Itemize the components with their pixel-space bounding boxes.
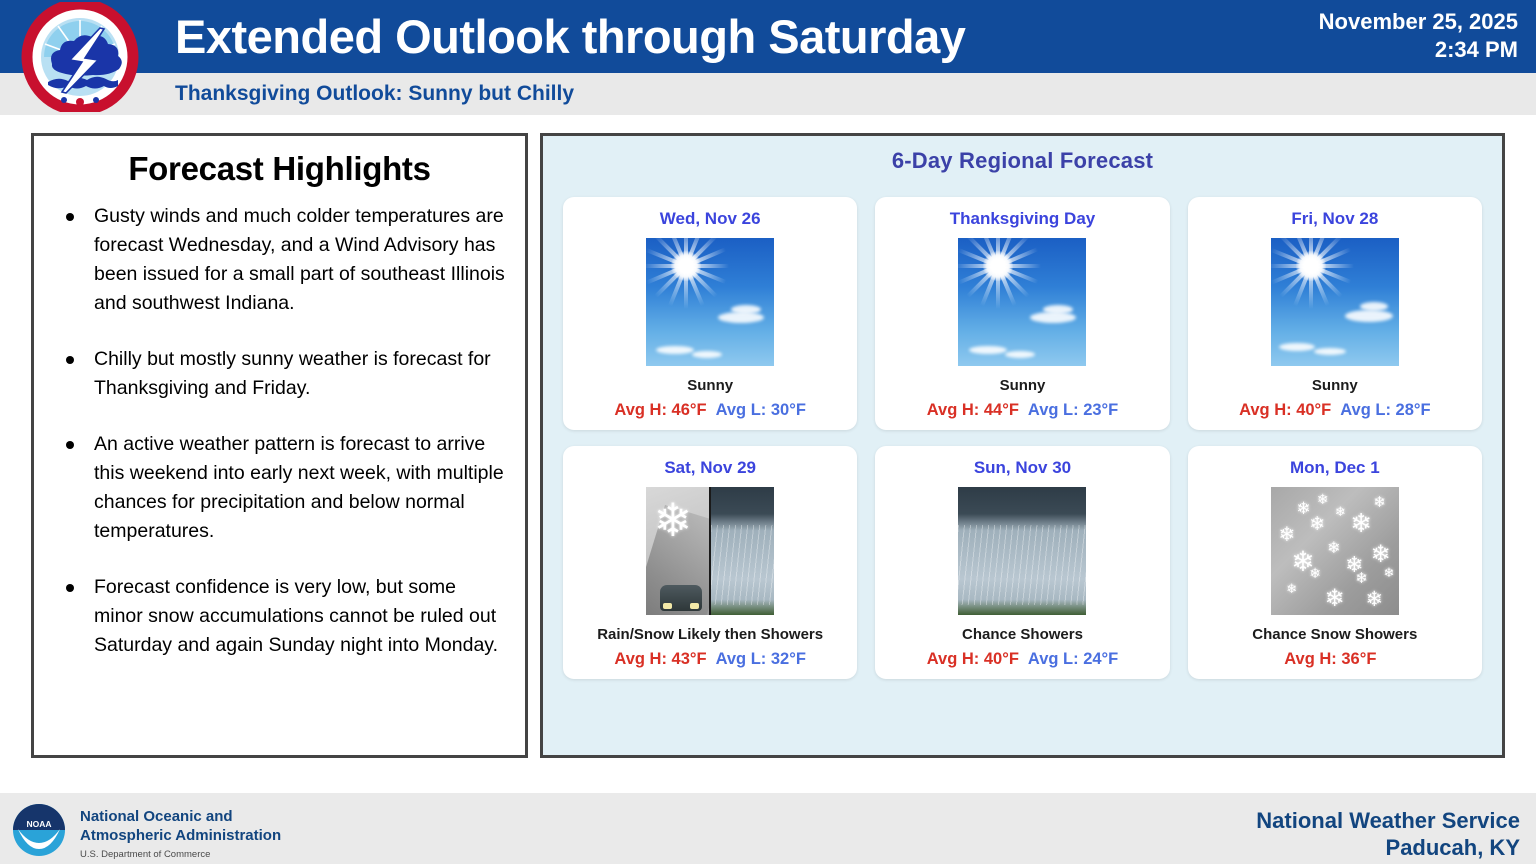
list-item: Chilly but mostly sunny weather is forec… [52, 345, 509, 403]
forecast-panel-title: 6-Day Regional Forecast [891, 148, 1154, 173]
forecast-temps: Avg H: 36°F [1284, 650, 1385, 669]
list-item-text: An active weather pattern is forecast to… [94, 433, 504, 542]
list-item-text: Forecast confidence is very low, but som… [94, 576, 499, 656]
snow-shower-icon: ❄ ❄ ❄ ❄ ❄ ❄ ❄ ❄ ❄ ❄ ❄ ❄ ❄ ❄ ❄ ❄ ❄ [1270, 487, 1399, 615]
noaa-wordmark: NOAA [26, 819, 51, 829]
forecast-day-label: Thanksgiving Day [949, 209, 1096, 228]
forecast-low: Avg L: 24°F [1027, 650, 1119, 668]
list-item: An active weather pattern is forecast to… [52, 430, 509, 546]
forecast-high: Avg H: 46°F [614, 401, 707, 419]
nws-logo-icon [12, 0, 148, 116]
header-datetime: November 25, 2025 2:34 PM [1319, 8, 1518, 64]
noaa-department: U.S. Department of Commerce [80, 849, 211, 860]
forecast-card-thanksgiving[interactable]: Thanksgiving Day Su [875, 197, 1170, 430]
footer-bar: NOAA National Oceanic and Atmospheric Ad… [0, 793, 1536, 864]
highlights-title: Forecast Highlights [128, 150, 431, 187]
highlights-list: Gusty winds and much colder temperatures… [34, 202, 525, 660]
bullet-dot-icon [66, 356, 74, 364]
header-time: 2:34 PM [1434, 37, 1518, 62]
forecast-low: Avg L: 30°F [715, 401, 806, 419]
nws-office-label: National Weather Service Paducah, KY [1256, 807, 1520, 861]
list-item: Gusty winds and much colder temperatures… [52, 202, 509, 318]
forecast-high: Avg H: 43°F [614, 650, 707, 668]
list-item: Forecast confidence is very low, but som… [52, 573, 509, 660]
regional-forecast-panel: 6-Day Regional Forecast Wed, Nov 26 [540, 133, 1505, 758]
forecast-condition: Sunny [687, 377, 734, 394]
nws-office-line-2: Paducah, KY [1385, 835, 1520, 860]
forecast-day-label: Sat, Nov 29 [664, 458, 756, 477]
forecast-temps: Avg H: 43°F Avg L: 32°F [614, 650, 806, 669]
list-item-text: Gusty winds and much colder temperatures… [94, 205, 505, 314]
forecast-card-sat[interactable]: Sat, Nov 29 ❄ Rain/Snow Likely then Show… [563, 446, 858, 679]
forecast-low: Avg L: 23°F [1027, 401, 1119, 419]
forecast-high: Avg H: 44°F [926, 401, 1019, 419]
rain-shower-icon [958, 487, 1087, 615]
sunny-icon [646, 238, 775, 366]
forecast-day-label: Sun, Nov 30 [973, 458, 1072, 477]
header-date: November 25, 2025 [1318, 9, 1518, 34]
list-item-text: Chilly but mostly sunny weather is forec… [94, 348, 491, 399]
forecast-day-label: Wed, Nov 26 [659, 209, 761, 228]
forecast-temps: Avg H: 40°F Avg L: 24°F [927, 650, 1119, 669]
forecast-low: Avg L: 28°F [1340, 401, 1431, 419]
forecast-low: Avg L: 32°F [715, 650, 806, 668]
forecast-day-label: Mon, Dec 1 [1289, 458, 1380, 477]
bullet-dot-icon [66, 213, 74, 221]
forecast-condition: Rain/Snow Likely then Showers [597, 626, 824, 643]
forecast-card-mon[interactable]: Mon, Dec 1 ❄ ❄ ❄ ❄ ❄ ❄ ❄ ❄ ❄ ❄ ❄ ❄ ❄ ❄ [1187, 446, 1482, 679]
forecast-temps: Avg H: 44°F Avg L: 23°F [927, 401, 1119, 420]
header-bar [0, 0, 1536, 73]
forecast-card-fri[interactable]: Fri, Nov 28 Sunny [1187, 197, 1482, 430]
sunny-icon [958, 238, 1087, 366]
header-subtitle-bar [0, 73, 1536, 115]
page-subtitle: Thanksgiving Outlook: Sunny but Chilly [175, 82, 574, 105]
sunny-icon [1270, 238, 1399, 366]
page-title: Extended Outlook through Saturday [175, 10, 966, 63]
rain-snow-split-icon: ❄ [646, 487, 775, 615]
forecast-high: Avg H: 40°F [926, 650, 1019, 668]
forecast-card-sun[interactable]: Sun, Nov 30 Chance Showers Avg H: 40°F Av… [875, 446, 1170, 679]
forecast-cards-grid: Wed, Nov 26 Sunny [543, 174, 1502, 699]
forecast-temps: Avg H: 40°F Avg L: 28°F [1239, 401, 1431, 420]
forecast-high: Avg H: 36°F [1284, 650, 1377, 668]
bullet-dot-icon [66, 584, 74, 592]
forecast-condition: Chance Snow Showers [1252, 626, 1418, 643]
forecast-card-wed[interactable]: Wed, Nov 26 Sunny [563, 197, 858, 430]
noaa-logo-icon: NOAA [12, 803, 66, 857]
noaa-agency-name: National Oceanic and Atmospheric Adminis… [80, 807, 281, 861]
noaa-line-1: National Oceanic and [80, 808, 233, 825]
forecast-high: Avg H: 40°F [1239, 401, 1332, 419]
forecast-temps: Avg H: 46°F Avg L: 30°F [614, 401, 806, 420]
nws-office-line-1: National Weather Service [1256, 808, 1520, 833]
forecast-condition: Sunny [1311, 377, 1358, 394]
noaa-line-2: Atmospheric Administration [80, 827, 282, 844]
bullet-dot-icon [66, 441, 74, 449]
forecast-highlights-panel: Forecast Highlights Gusty winds and much… [31, 133, 528, 758]
forecast-condition: Chance Showers [962, 626, 1083, 643]
forecast-condition: Sunny [999, 377, 1046, 394]
forecast-day-label: Fri, Nov 28 [1291, 209, 1379, 228]
